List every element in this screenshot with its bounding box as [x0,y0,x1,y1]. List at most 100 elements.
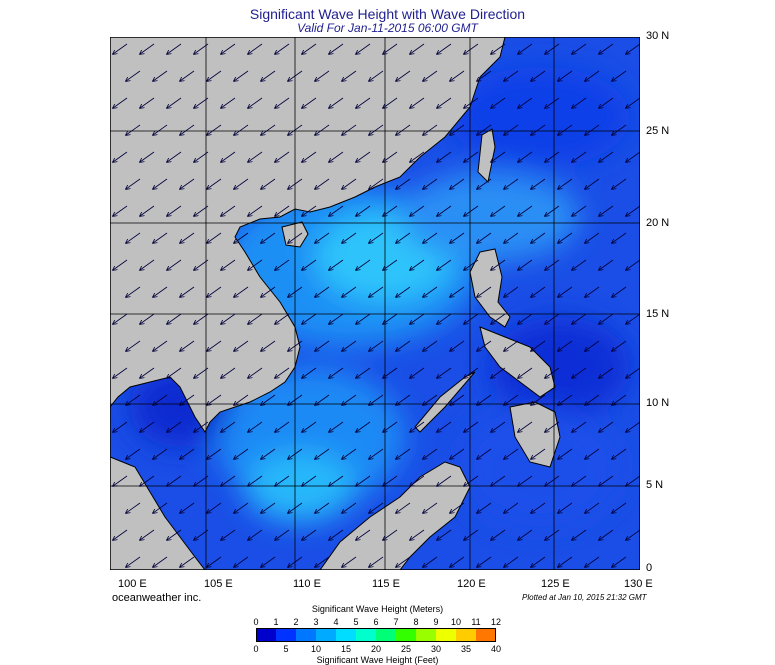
wave-direction-arrow [248,97,263,108]
colorbar-segment [296,628,317,642]
wave-direction-arrow [234,178,249,189]
wave-direction-arrow [275,205,290,216]
wave-direction-arrow [369,448,384,459]
wave-direction-arrow [477,124,492,135]
wave-direction-arrow [572,529,587,540]
wave-direction-arrow [491,313,506,324]
wave-direction-arrow [288,70,303,81]
wave-direction-arrow [423,394,438,405]
wave-direction-arrow [558,340,573,351]
wave-direction-arrow [545,529,560,540]
wave-direction-arrow [221,529,236,540]
wave-direction-arrow [518,475,533,486]
wave-direction-arrow [491,259,506,270]
wave-direction-arrow [491,367,506,378]
wave-direction-arrow [153,286,168,297]
wave-direction-arrow [302,151,317,162]
wave-direction-arrow [545,367,560,378]
colorbar-segment [356,628,377,642]
wave-direction-arrow [194,421,209,432]
wave-direction-arrow [558,556,573,567]
wave-direction-arrow [261,448,276,459]
wave-direction-arrow [396,124,411,135]
wave-direction-arrow [531,124,546,135]
wave-direction-arrow [207,556,222,567]
wave-direction-arrow [437,43,452,54]
wave-direction-arrow [234,232,249,243]
wave-direction-arrow [315,448,330,459]
lon-label-110e: 110 E [293,578,321,590]
wave-direction-arrow [383,151,398,162]
wave-direction-arrow [558,502,573,513]
wave-direction-arrow [315,556,330,567]
wave-direction-arrow [329,205,344,216]
wave-direction-arrow [383,421,398,432]
wave-direction-arrow [572,475,587,486]
wave-direction-arrow [558,70,573,81]
wave-direction-arrow [450,286,465,297]
wave-direction-arrow [140,529,155,540]
wave-direction-arrow [504,394,519,405]
wave-direction-arrow [113,475,128,486]
wave-direction-arrow [437,259,452,270]
wave-direction-arrow [356,205,371,216]
wave-direction-arrow [599,313,614,324]
wave-direction-arrow [126,70,141,81]
wave-direction-arrow [180,124,195,135]
wave-direction-arrow [167,421,182,432]
wave-direction-arrow [585,502,600,513]
wave-direction-arrow [396,286,411,297]
wave-direction-arrow [450,178,465,189]
wave-direction-arrow [491,529,506,540]
wave-direction-arrow [599,151,614,162]
wave-direction-arrow [383,529,398,540]
wave-direction-arrow [491,421,506,432]
colorbar [256,628,496,642]
wave-direction-arrow [288,124,303,135]
wave-direction-arrow [477,556,492,567]
wave-direction-arrow [302,259,317,270]
wave-direction-arrow [477,70,492,81]
wave-direction-arrow [329,475,344,486]
wave-direction-arrow [153,448,168,459]
colorbar-feet-tick: 40 [490,644,501,654]
wave-direction-arrow [302,367,317,378]
wave-direction-arrow [518,367,533,378]
wave-direction-arrow [126,124,141,135]
wave-direction-arrow [410,205,425,216]
wave-direction-arrow [612,124,627,135]
wave-direction-arrow [261,232,276,243]
wave-direction-arrow [626,43,640,54]
wave-direction-arrow [126,232,141,243]
wave-direction-arrow [248,421,263,432]
colorbar-segment [396,628,417,642]
colorbar-feet-tick: 0 [253,644,259,654]
wave-direction-arrow [383,313,398,324]
wave-direction-arrow [140,475,155,486]
brand-label: oceanweather inc. [112,592,202,604]
wave-direction-arrow [167,475,182,486]
colorbar-meters-tick: 3 [313,617,319,627]
wave-direction-arrow [612,232,627,243]
wave-direction-arrow [315,178,330,189]
map-subtitle: Valid For Jan-11-2015 06:00 GMT [297,21,478,35]
wave-direction-arrow [126,502,141,513]
wave-direction-arrow [234,394,249,405]
wave-direction-arrow [207,124,222,135]
wave-direction-arrow [221,475,236,486]
wave-direction-arrow [450,556,465,567]
wave-direction-arrow [342,394,357,405]
wave-direction-arrow [113,367,128,378]
wave-direction-arrow [450,502,465,513]
wave-direction-arrow [612,340,627,351]
wave-direction-arrow [477,502,492,513]
wave-direction-arrow [383,97,398,108]
wave-direction-arrow [113,529,128,540]
wave-direction-arrow [464,313,479,324]
wave-direction-arrow [518,313,533,324]
wave-direction-arrow [329,259,344,270]
wave-direction-arrow [396,340,411,351]
wave-direction-arrow [437,205,452,216]
wave-direction-arrow [599,367,614,378]
wave-direction-arrow [248,43,263,54]
